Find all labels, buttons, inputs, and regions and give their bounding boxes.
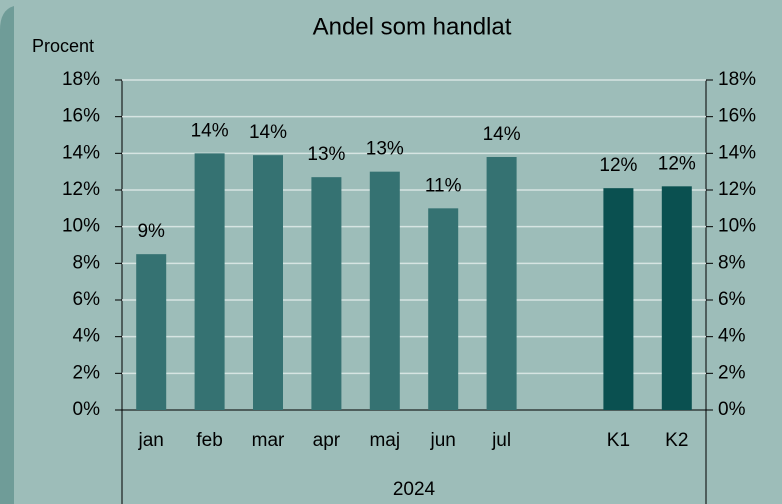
y2-tick-label: 14% (718, 142, 756, 163)
y-tick-label: 6% (73, 289, 101, 310)
y-tick-label: 10% (62, 216, 100, 237)
y-tick-label: 0% (73, 399, 101, 420)
y-tick-label: 18% (62, 69, 100, 90)
side-strip (0, 6, 14, 504)
x-tick-label: K1 (607, 430, 630, 451)
value-label: 13% (366, 139, 404, 160)
chart-title: Andel som handlat (313, 13, 512, 40)
bar (136, 254, 167, 410)
x-tick-label: jun (430, 430, 456, 451)
x-tick-label: apr (313, 430, 341, 451)
bar (253, 155, 283, 410)
y2-tick-label: 4% (718, 326, 746, 347)
y2-tick-label: 12% (718, 179, 756, 200)
y-tick-label: 2% (73, 362, 101, 383)
x-tick-label: maj (369, 430, 400, 451)
x-tick-label: jan (138, 430, 164, 451)
y2-tick-label: 0% (718, 399, 746, 420)
y2-tick-label: 2% (718, 362, 746, 383)
value-label: 14% (249, 122, 287, 143)
bar (661, 186, 692, 410)
bar (603, 188, 634, 410)
value-label: 12% (599, 155, 637, 176)
y-tick-label: 12% (62, 179, 100, 200)
value-label: 14% (483, 124, 521, 145)
value-label: 12% (658, 153, 696, 174)
x-tick-label: K2 (665, 430, 688, 451)
x-tick-label: mar (252, 430, 285, 451)
y2-tick-label: 16% (718, 106, 756, 127)
y-tick-label: 4% (73, 326, 101, 347)
y2-tick-label: 10% (718, 216, 756, 237)
x-tick-label: feb (196, 430, 222, 451)
y-tick-label: 14% (62, 142, 100, 163)
y-tick-label: 8% (73, 252, 101, 273)
y2-tick-label: 18% (718, 69, 756, 90)
y-axis-label: Procent (32, 36, 94, 56)
bar (311, 177, 342, 410)
y2-tick-label: 8% (718, 252, 746, 273)
value-label: 11% (425, 175, 462, 196)
y-tick-label: 16% (62, 106, 100, 127)
bar (369, 171, 400, 410)
value-label: 13% (307, 144, 345, 165)
value-label: 9% (137, 221, 165, 242)
x-tick-label: jul (491, 430, 511, 451)
bar (194, 153, 225, 411)
bar (428, 208, 459, 410)
x-group-label: 2024 (393, 479, 436, 500)
y2-tick-label: 6% (718, 289, 746, 310)
bar (486, 157, 517, 410)
value-label: 14% (191, 120, 229, 141)
